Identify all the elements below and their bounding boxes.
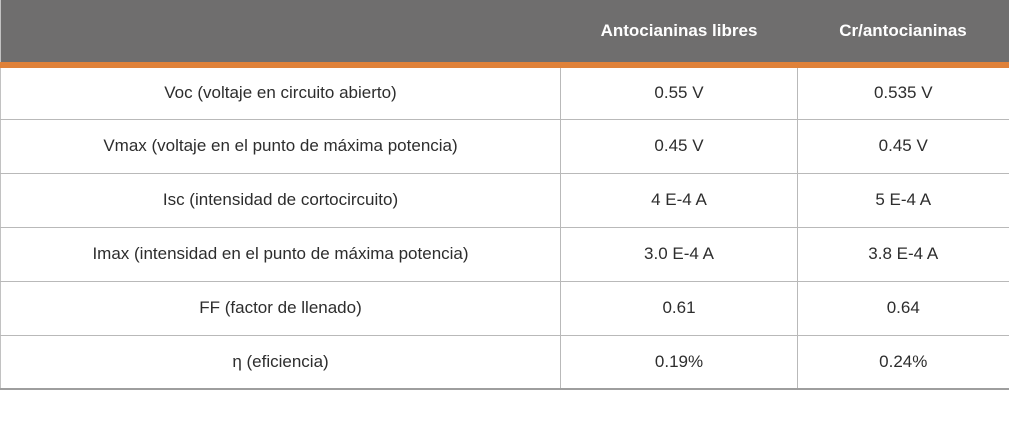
value-cr-antocianinas: 0.64	[797, 280, 1009, 335]
table-row: Imax (intensidad en el punto de máxima p…	[0, 226, 1009, 281]
header-col-cr-antocianinas: Cr/antocianinas	[797, 0, 1009, 68]
table-row: Isc (intensidad de cortocircuito) 4 E-4 …	[0, 172, 1009, 227]
value-antocianinas-libres: 0.55 V	[560, 65, 798, 119]
value-cr-antocianinas: 0.24%	[797, 334, 1009, 389]
table-header: Antocianinas libres Cr/antocianinas	[0, 0, 1009, 68]
header-col-antocianinas-libres: Antocianinas libres	[560, 0, 798, 68]
header-col-parameter	[0, 0, 561, 68]
parameters-table-container: Antocianinas libres Cr/antocianinas Voc …	[0, 0, 1009, 390]
table-row: FF (factor de llenado) 0.61 0.64	[0, 280, 1009, 335]
value-antocianinas-libres: 4 E-4 A	[560, 172, 798, 227]
param-label: FF (factor de llenado)	[0, 280, 561, 335]
value-antocianinas-libres: 0.45 V	[560, 118, 798, 173]
value-antocianinas-libres: 3.0 E-4 A	[560, 226, 798, 281]
solar-cell-parameters-table: Antocianinas libres Cr/antocianinas Voc …	[0, 0, 1009, 390]
value-antocianinas-libres: 0.61	[560, 280, 798, 335]
header-row: Antocianinas libres Cr/antocianinas	[0, 0, 1009, 68]
param-label: Isc (intensidad de cortocircuito)	[0, 172, 561, 227]
table-body: Voc (voltaje en circuito abierto) 0.55 V…	[0, 65, 1009, 389]
param-label: Voc (voltaje en circuito abierto)	[0, 65, 561, 119]
value-cr-antocianinas: 0.535 V	[797, 65, 1009, 119]
value-cr-antocianinas: 3.8 E-4 A	[797, 226, 1009, 281]
value-cr-antocianinas: 5 E-4 A	[797, 172, 1009, 227]
param-label: η (eficiencia)	[0, 334, 561, 389]
table-row: η (eficiencia) 0.19% 0.24%	[0, 334, 1009, 389]
table-row: Voc (voltaje en circuito abierto) 0.55 V…	[0, 65, 1009, 119]
param-label: Vmax (voltaje en el punto de máxima pote…	[0, 118, 561, 173]
table-row: Vmax (voltaje en el punto de máxima pote…	[0, 118, 1009, 173]
value-cr-antocianinas: 0.45 V	[797, 118, 1009, 173]
param-label: Imax (intensidad en el punto de máxima p…	[0, 226, 561, 281]
value-antocianinas-libres: 0.19%	[560, 334, 798, 389]
